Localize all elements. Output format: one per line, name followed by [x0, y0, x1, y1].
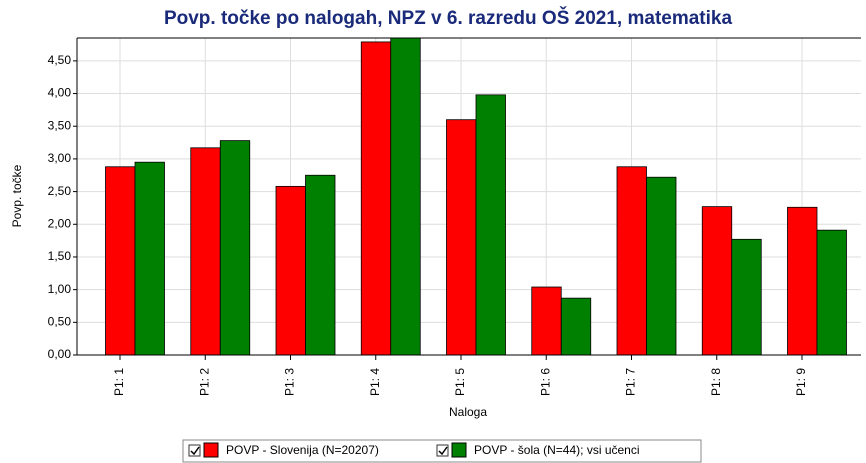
bar [731, 238, 762, 356]
bar [134, 161, 165, 356]
bar [531, 286, 562, 356]
y-tick-label: 0,00 [48, 347, 72, 361]
y-tick-label: 0,50 [48, 314, 72, 328]
legend-check [190, 446, 200, 456]
bar [787, 206, 818, 356]
bar [475, 94, 506, 356]
legend-checkbox[interactable] [188, 444, 201, 457]
x-tick-label: P1: 1 [112, 368, 126, 396]
y-tick-label: 4,00 [48, 86, 72, 100]
y-tick-label: 1,50 [48, 249, 72, 263]
y-axis-label: Povp. točke [10, 164, 24, 227]
x-tick-label: P1: 3 [283, 368, 297, 396]
bar [390, 37, 421, 356]
x-tick-label: P1: 5 [453, 368, 467, 396]
bar [816, 229, 847, 356]
x-tick-label: P1: 4 [368, 368, 382, 396]
x-tick-label: P1: 9 [794, 368, 808, 396]
x-tick-label: P1: 2 [197, 368, 211, 396]
legend-check [438, 446, 448, 456]
legend-swatch [203, 442, 219, 458]
y-tick-label: 4,50 [48, 53, 72, 67]
y-tick-label: 2,50 [48, 184, 72, 198]
bar [190, 147, 221, 356]
bar [446, 119, 477, 356]
bar [219, 140, 251, 356]
legend-box [182, 439, 702, 463]
y-tick-label: 2,00 [48, 216, 72, 230]
chart-title: Povp. točke po nalogah, NPZ v 6. razredu… [164, 7, 733, 29]
bar [305, 174, 336, 356]
legend-checkbox[interactable] [436, 444, 449, 457]
x-tick-label: P1: 7 [624, 368, 638, 396]
y-tick-label: 3,50 [48, 118, 72, 132]
legend-label[interactable]: POVP - šola (N=44); vsi učenci [474, 443, 640, 457]
legend-label[interactable]: POVP - Slovenija (N=20207) [226, 443, 379, 457]
x-tick-label: P1: 6 [538, 368, 552, 396]
y-tick-label: 3,00 [48, 151, 72, 165]
x-axis-label: Naloga [449, 405, 487, 419]
bar [646, 176, 677, 356]
bar [701, 206, 733, 356]
x-tick-label: P1: 8 [709, 368, 723, 396]
y-tick-label: 1,00 [48, 282, 72, 296]
bar [616, 166, 647, 356]
bar [105, 166, 136, 356]
bar [560, 297, 592, 356]
bar [275, 185, 306, 356]
legend-swatch [451, 442, 467, 458]
bar [360, 41, 392, 356]
